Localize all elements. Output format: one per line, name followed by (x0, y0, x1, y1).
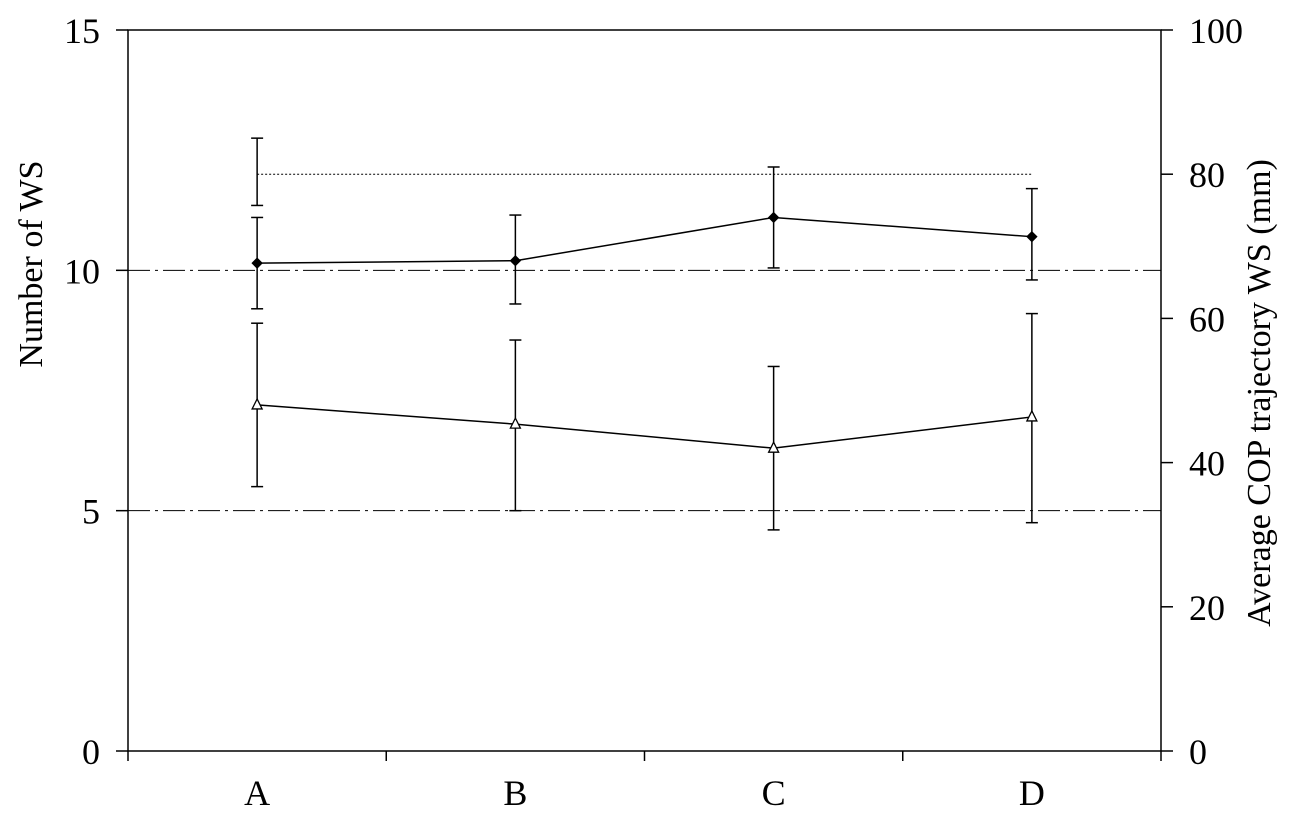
series-1-point (767, 440, 780, 453)
y-right-tick-label: 80 (1189, 155, 1225, 195)
plot-frame (127, 29, 1162, 752)
series-0-point (251, 257, 263, 269)
series-0-point (767, 211, 780, 224)
x-tick-label-D: D (1019, 773, 1045, 813)
y-right-tick-label: 60 (1189, 299, 1225, 339)
series-1-point (1025, 409, 1038, 422)
y-right-axis-title: Average COP trajectory WS (mm) (1241, 159, 1278, 627)
y-left-tick-label: 0 (82, 732, 100, 772)
y-right-tick-label: 100 (1189, 11, 1243, 51)
y-left-axis-title: Number of WS (13, 160, 50, 367)
series-1-line (257, 404, 1032, 449)
series-0-point (509, 255, 522, 267)
series-0-point (1026, 230, 1038, 243)
y-right-tick-label: 20 (1189, 588, 1225, 628)
series-1-point (509, 416, 522, 429)
x-tick-label-B: B (503, 773, 527, 813)
y-right-tick-label: 40 (1189, 444, 1225, 484)
x-tick-label-C: C (762, 773, 786, 813)
grid-layer (128, 173, 1161, 512)
x-tick-label-A: A (244, 773, 270, 813)
y-left-tick-label: 15 (64, 11, 100, 51)
y-left-tick-label: 10 (64, 251, 100, 291)
series-layer (251, 137, 1038, 531)
y-right-tick-label: 0 (1189, 732, 1207, 772)
series-1-point (251, 397, 264, 410)
y-left-tick-label: 5 (82, 492, 100, 532)
axis-layer: 0 5 10 15 0 20 40 60 80 100 A B C D (64, 11, 1243, 813)
series-0-line (257, 216, 1032, 264)
